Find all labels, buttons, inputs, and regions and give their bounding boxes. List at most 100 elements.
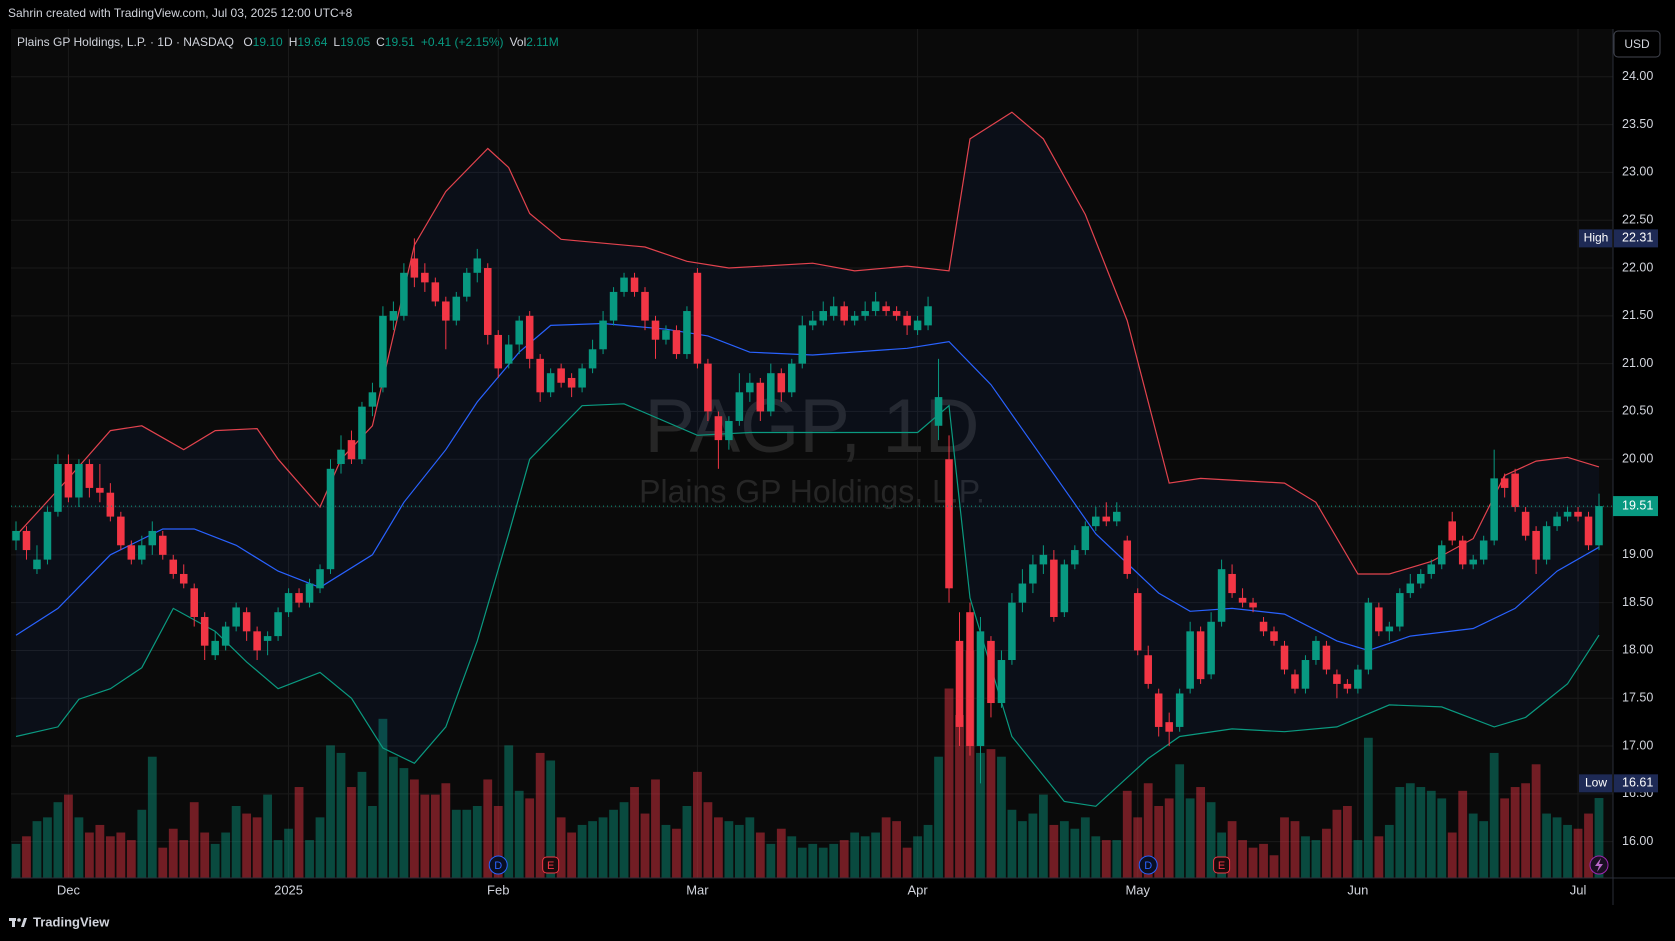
volume-bar bbox=[734, 824, 744, 878]
candle-body bbox=[326, 468, 335, 570]
volume-bar bbox=[147, 756, 157, 878]
volume-bar bbox=[567, 832, 577, 878]
candle-body bbox=[305, 583, 314, 603]
volume-bar bbox=[1311, 840, 1321, 878]
candle-body bbox=[892, 311, 901, 316]
volume-bar bbox=[1479, 821, 1489, 878]
volume-bar bbox=[902, 847, 912, 878]
candle-body bbox=[1092, 516, 1100, 527]
currency[interactable]: USD bbox=[1624, 37, 1650, 51]
event-marker[interactable] bbox=[1138, 855, 1158, 875]
candle-body bbox=[54, 464, 62, 512]
candle-body bbox=[746, 382, 754, 393]
volume-bar bbox=[1269, 855, 1279, 878]
volume-bar bbox=[1521, 783, 1531, 878]
logo-slash bbox=[21, 918, 27, 927]
candle-body bbox=[1322, 645, 1331, 670]
candle-body bbox=[1312, 640, 1320, 661]
volume-bar bbox=[871, 832, 881, 878]
candle-body bbox=[1123, 540, 1132, 574]
volume bbox=[11, 650, 1604, 878]
volume-bar bbox=[126, 840, 136, 878]
candle-body bbox=[1102, 516, 1111, 522]
volume-bar bbox=[326, 745, 335, 878]
ohlc-key: C bbox=[376, 35, 385, 49]
volume-bar bbox=[1175, 764, 1185, 878]
candle-body bbox=[494, 334, 503, 369]
candle-body bbox=[1112, 511, 1121, 522]
logo bbox=[9, 918, 27, 927]
candle-body bbox=[672, 330, 681, 355]
candle-body bbox=[1133, 593, 1142, 651]
volume-bar bbox=[713, 817, 723, 878]
marker-value: 16.61 bbox=[1622, 776, 1653, 790]
volume-bar bbox=[672, 828, 681, 878]
candle-body bbox=[127, 545, 136, 560]
volume-bar bbox=[263, 794, 273, 878]
candle-body bbox=[1165, 722, 1173, 732]
volume-bar bbox=[483, 779, 493, 878]
event-marker[interactable] bbox=[1213, 856, 1231, 874]
volume-bar bbox=[755, 832, 765, 878]
candle-body bbox=[75, 464, 83, 498]
candle-body bbox=[1270, 631, 1278, 641]
volume-bar bbox=[955, 715, 964, 878]
ohlc-value: 19.64 bbox=[297, 35, 328, 49]
event-marker[interactable] bbox=[488, 855, 508, 875]
candle-body bbox=[588, 349, 597, 369]
candle-body bbox=[1343, 683, 1352, 689]
volume-bar bbox=[860, 836, 870, 878]
volume-bar bbox=[703, 802, 713, 878]
y-tick-label: 17.50 bbox=[1622, 691, 1653, 705]
candle-body bbox=[1469, 559, 1477, 565]
volume-bar bbox=[766, 843, 776, 878]
volume-bar bbox=[619, 802, 629, 878]
candle-body bbox=[274, 612, 282, 637]
volume-bar bbox=[294, 787, 304, 878]
candle-body bbox=[169, 559, 178, 574]
y-tick-label: 18.50 bbox=[1622, 595, 1653, 609]
symbol: Plains GP Holdings, L.P. · 1D · NASDAQ bbox=[17, 35, 234, 49]
candle-body bbox=[609, 291, 618, 321]
volume-bar bbox=[829, 843, 839, 878]
candle-body bbox=[536, 358, 544, 393]
volume-bar bbox=[1500, 798, 1510, 878]
volume-bar bbox=[1510, 787, 1520, 878]
y-tick-label: 18.00 bbox=[1622, 643, 1653, 657]
candle-body bbox=[106, 492, 115, 517]
candle-body bbox=[316, 569, 324, 589]
candle-body bbox=[368, 392, 377, 407]
volume-bar bbox=[1280, 817, 1289, 878]
event-marker[interactable] bbox=[542, 856, 560, 874]
candle-body bbox=[1375, 607, 1383, 632]
candle-body bbox=[1301, 660, 1310, 689]
volume-bar bbox=[420, 794, 430, 878]
volume-bar bbox=[797, 847, 807, 878]
band-line bbox=[15, 111, 1600, 575]
volume-bar bbox=[808, 843, 818, 878]
candle-body bbox=[966, 612, 974, 747]
candle-body bbox=[1364, 602, 1373, 670]
currency-button[interactable] bbox=[1613, 30, 1661, 58]
volume-bar bbox=[168, 828, 178, 878]
candle-body bbox=[1458, 540, 1467, 565]
candle-body bbox=[725, 420, 733, 441]
volume-bar bbox=[441, 783, 451, 878]
volume-bar bbox=[493, 805, 503, 878]
y-tick-label: 20.00 bbox=[1622, 452, 1653, 466]
volume-bar bbox=[210, 843, 220, 878]
candle-body bbox=[1511, 473, 1519, 508]
marker-name: High bbox=[1584, 231, 1609, 245]
candle-body bbox=[1280, 645, 1289, 670]
volume-bar bbox=[32, 821, 42, 878]
volume-bar bbox=[1458, 790, 1468, 878]
candle-body bbox=[138, 545, 146, 560]
candle-body bbox=[1008, 602, 1016, 661]
volume-bar bbox=[525, 798, 535, 878]
candle-body bbox=[1249, 602, 1257, 608]
volume-bar bbox=[430, 794, 440, 878]
volume-bar bbox=[1468, 813, 1478, 878]
y-tick-label: 23.50 bbox=[1622, 117, 1653, 131]
candle-body bbox=[1574, 511, 1582, 517]
x-tick-label: May bbox=[1125, 882, 1150, 897]
